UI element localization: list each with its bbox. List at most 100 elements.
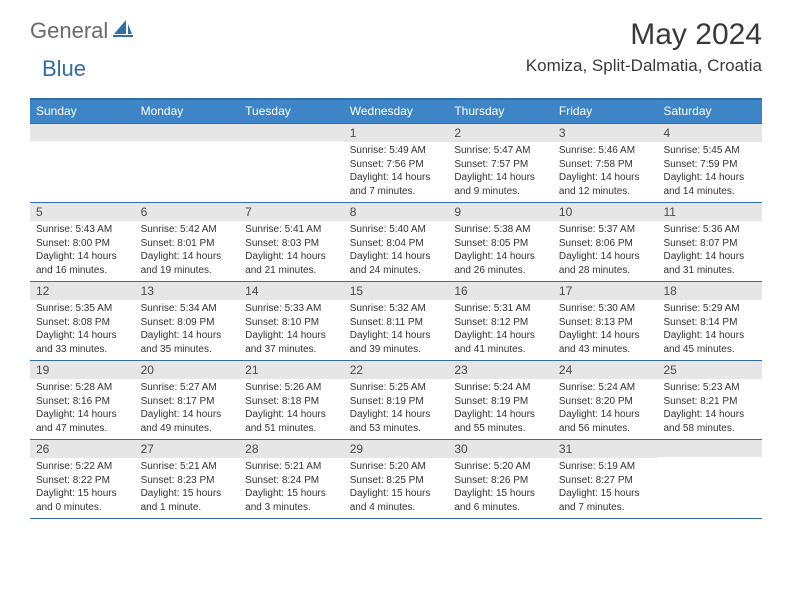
day-details: Sunrise: 5:40 AMSunset: 8:04 PMDaylight:… (344, 221, 449, 281)
day-7: 7Sunrise: 5:41 AMSunset: 8:03 PMDaylight… (239, 203, 344, 281)
day-27: 27Sunrise: 5:21 AMSunset: 8:23 PMDayligh… (135, 440, 240, 518)
day-details: Sunrise: 5:25 AMSunset: 8:19 PMDaylight:… (344, 379, 449, 439)
day-24: 24Sunrise: 5:24 AMSunset: 8:20 PMDayligh… (553, 361, 658, 439)
day-number (30, 124, 135, 141)
logo-word1: General (30, 18, 108, 44)
day-number: 8 (344, 203, 449, 221)
week-row: 26Sunrise: 5:22 AMSunset: 8:22 PMDayligh… (30, 439, 762, 519)
day-3: 3Sunrise: 5:46 AMSunset: 7:58 PMDaylight… (553, 124, 658, 202)
calendar-grid: SundayMondayTuesdayWednesdayThursdayFrid… (30, 98, 762, 519)
day-details: Sunrise: 5:20 AMSunset: 8:25 PMDaylight:… (344, 458, 449, 518)
day-1: 1Sunrise: 5:49 AMSunset: 7:56 PMDaylight… (344, 124, 449, 202)
day-number: 5 (30, 203, 135, 221)
day-empty (239, 124, 344, 202)
day-number: 28 (239, 440, 344, 458)
day-number: 26 (30, 440, 135, 458)
day-2: 2Sunrise: 5:47 AMSunset: 7:57 PMDaylight… (448, 124, 553, 202)
dow-tuesday: Tuesday (239, 100, 344, 123)
day-number (239, 124, 344, 141)
day-number: 3 (553, 124, 658, 142)
day-12: 12Sunrise: 5:35 AMSunset: 8:08 PMDayligh… (30, 282, 135, 360)
day-number: 27 (135, 440, 240, 458)
logo-sail-icon (112, 18, 134, 43)
brand-logo: General (30, 18, 136, 44)
day-30: 30Sunrise: 5:20 AMSunset: 8:26 PMDayligh… (448, 440, 553, 518)
day-6: 6Sunrise: 5:42 AMSunset: 8:01 PMDaylight… (135, 203, 240, 281)
day-details: Sunrise: 5:32 AMSunset: 8:11 PMDaylight:… (344, 300, 449, 360)
day-number: 12 (30, 282, 135, 300)
page-title: May 2024 (526, 18, 762, 52)
day-details: Sunrise: 5:29 AMSunset: 8:14 PMDaylight:… (657, 300, 762, 360)
day-details: Sunrise: 5:33 AMSunset: 8:10 PMDaylight:… (239, 300, 344, 360)
day-details: Sunrise: 5:34 AMSunset: 8:09 PMDaylight:… (135, 300, 240, 360)
day-21: 21Sunrise: 5:26 AMSunset: 8:18 PMDayligh… (239, 361, 344, 439)
day-28: 28Sunrise: 5:21 AMSunset: 8:24 PMDayligh… (239, 440, 344, 518)
dow-monday: Monday (135, 100, 240, 123)
dow-sunday: Sunday (30, 100, 135, 123)
day-number: 14 (239, 282, 344, 300)
logo-word2: Blue (42, 56, 86, 81)
day-details: Sunrise: 5:49 AMSunset: 7:56 PMDaylight:… (344, 142, 449, 202)
day-number: 29 (344, 440, 449, 458)
day-details: Sunrise: 5:43 AMSunset: 8:00 PMDaylight:… (30, 221, 135, 281)
day-14: 14Sunrise: 5:33 AMSunset: 8:10 PMDayligh… (239, 282, 344, 360)
day-number: 16 (448, 282, 553, 300)
day-details: Sunrise: 5:28 AMSunset: 8:16 PMDaylight:… (30, 379, 135, 439)
day-number: 23 (448, 361, 553, 379)
day-number: 30 (448, 440, 553, 458)
day-number: 17 (553, 282, 658, 300)
day-details: Sunrise: 5:27 AMSunset: 8:17 PMDaylight:… (135, 379, 240, 439)
day-details: Sunrise: 5:38 AMSunset: 8:05 PMDaylight:… (448, 221, 553, 281)
day-number: 7 (239, 203, 344, 221)
day-number: 4 (657, 124, 762, 142)
day-details: Sunrise: 5:26 AMSunset: 8:18 PMDaylight:… (239, 379, 344, 439)
day-number: 1 (344, 124, 449, 142)
day-11: 11Sunrise: 5:36 AMSunset: 8:07 PMDayligh… (657, 203, 762, 281)
day-number: 18 (657, 282, 762, 300)
day-details: Sunrise: 5:30 AMSunset: 8:13 PMDaylight:… (553, 300, 658, 360)
day-number: 31 (553, 440, 658, 458)
day-number (135, 124, 240, 141)
week-row: 19Sunrise: 5:28 AMSunset: 8:16 PMDayligh… (30, 360, 762, 439)
dow-thursday: Thursday (448, 100, 553, 123)
dow-header-row: SundayMondayTuesdayWednesdayThursdayFrid… (30, 100, 762, 123)
day-20: 20Sunrise: 5:27 AMSunset: 8:17 PMDayligh… (135, 361, 240, 439)
day-23: 23Sunrise: 5:24 AMSunset: 8:19 PMDayligh… (448, 361, 553, 439)
day-details: Sunrise: 5:35 AMSunset: 8:08 PMDaylight:… (30, 300, 135, 360)
day-number (657, 440, 762, 457)
day-empty (135, 124, 240, 202)
day-details: Sunrise: 5:21 AMSunset: 8:23 PMDaylight:… (135, 458, 240, 518)
day-number: 21 (239, 361, 344, 379)
day-13: 13Sunrise: 5:34 AMSunset: 8:09 PMDayligh… (135, 282, 240, 360)
day-empty (657, 440, 762, 518)
day-number: 10 (553, 203, 658, 221)
day-31: 31Sunrise: 5:19 AMSunset: 8:27 PMDayligh… (553, 440, 658, 518)
dow-saturday: Saturday (657, 100, 762, 123)
day-details: Sunrise: 5:20 AMSunset: 8:26 PMDaylight:… (448, 458, 553, 518)
day-number: 22 (344, 361, 449, 379)
day-25: 25Sunrise: 5:23 AMSunset: 8:21 PMDayligh… (657, 361, 762, 439)
day-number: 11 (657, 203, 762, 221)
day-number: 19 (30, 361, 135, 379)
week-row: 5Sunrise: 5:43 AMSunset: 8:00 PMDaylight… (30, 202, 762, 281)
day-details: Sunrise: 5:23 AMSunset: 8:21 PMDaylight:… (657, 379, 762, 439)
day-number: 6 (135, 203, 240, 221)
week-row: 1Sunrise: 5:49 AMSunset: 7:56 PMDaylight… (30, 123, 762, 202)
day-26: 26Sunrise: 5:22 AMSunset: 8:22 PMDayligh… (30, 440, 135, 518)
day-18: 18Sunrise: 5:29 AMSunset: 8:14 PMDayligh… (657, 282, 762, 360)
day-5: 5Sunrise: 5:43 AMSunset: 8:00 PMDaylight… (30, 203, 135, 281)
day-details: Sunrise: 5:36 AMSunset: 8:07 PMDaylight:… (657, 221, 762, 281)
day-19: 19Sunrise: 5:28 AMSunset: 8:16 PMDayligh… (30, 361, 135, 439)
day-number: 13 (135, 282, 240, 300)
day-details: Sunrise: 5:19 AMSunset: 8:27 PMDaylight:… (553, 458, 658, 518)
page-subtitle: Komiza, Split-Dalmatia, Croatia (526, 56, 762, 76)
week-row: 12Sunrise: 5:35 AMSunset: 8:08 PMDayligh… (30, 281, 762, 360)
day-number: 2 (448, 124, 553, 142)
calendar-page: General May 2024 Komiza, Split-Dalmatia,… (0, 0, 792, 539)
day-4: 4Sunrise: 5:45 AMSunset: 7:59 PMDaylight… (657, 124, 762, 202)
day-17: 17Sunrise: 5:30 AMSunset: 8:13 PMDayligh… (553, 282, 658, 360)
day-number: 9 (448, 203, 553, 221)
day-details: Sunrise: 5:45 AMSunset: 7:59 PMDaylight:… (657, 142, 762, 202)
dow-friday: Friday (553, 100, 658, 123)
day-details: Sunrise: 5:46 AMSunset: 7:58 PMDaylight:… (553, 142, 658, 202)
